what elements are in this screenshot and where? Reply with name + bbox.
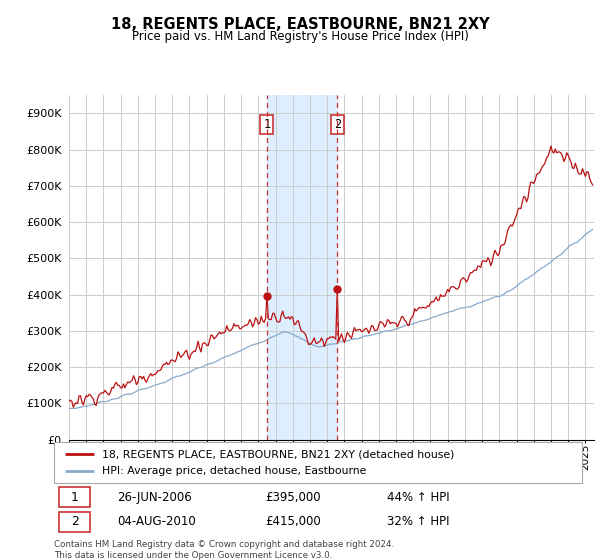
Text: 44% ↑ HPI: 44% ↑ HPI: [386, 491, 449, 503]
Text: 04-AUG-2010: 04-AUG-2010: [118, 515, 196, 528]
Text: 18, REGENTS PLACE, EASTBOURNE, BN21 2XY: 18, REGENTS PLACE, EASTBOURNE, BN21 2XY: [110, 17, 490, 32]
Text: 32% ↑ HPI: 32% ↑ HPI: [386, 515, 449, 528]
Text: 1: 1: [263, 118, 271, 130]
Text: HPI: Average price, detached house, Eastbourne: HPI: Average price, detached house, East…: [101, 466, 366, 477]
Bar: [59, 512, 90, 531]
Text: 26-JUN-2006: 26-JUN-2006: [118, 491, 192, 503]
Text: 1: 1: [71, 491, 79, 503]
Text: 18, REGENTS PLACE, EASTBOURNE, BN21 2XY (detached house): 18, REGENTS PLACE, EASTBOURNE, BN21 2XY …: [101, 450, 454, 460]
Text: Price paid vs. HM Land Registry's House Price Index (HPI): Price paid vs. HM Land Registry's House …: [131, 30, 469, 43]
Text: 2: 2: [334, 118, 341, 130]
Text: £415,000: £415,000: [265, 515, 321, 528]
Text: Contains HM Land Registry data © Crown copyright and database right 2024.
This d: Contains HM Land Registry data © Crown c…: [54, 540, 394, 559]
Bar: [267, 95, 337, 440]
Text: £395,000: £395,000: [265, 491, 321, 503]
Text: 2: 2: [71, 515, 79, 528]
Bar: [59, 487, 90, 507]
